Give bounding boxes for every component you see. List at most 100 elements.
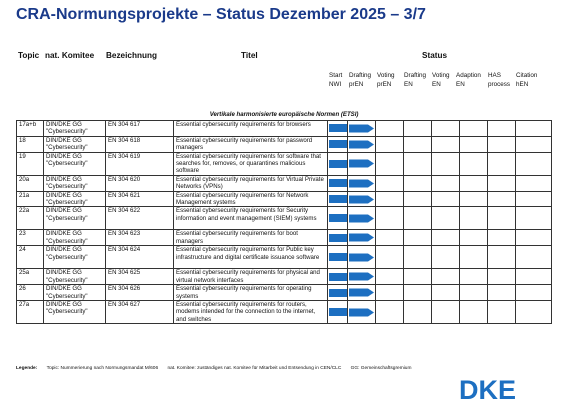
cell-designation: EN 304 617 bbox=[105, 120, 174, 137]
arrow-shape bbox=[349, 214, 374, 223]
cell-designation: EN 304 625 bbox=[105, 268, 174, 286]
status-cell-empty bbox=[514, 284, 553, 301]
cell-topic: 22a bbox=[16, 206, 44, 231]
status-header-1: Drafting prEN bbox=[349, 72, 371, 89]
cell-title: Essential cybersecurity requirements for… bbox=[173, 245, 328, 270]
progress-arrow bbox=[347, 245, 376, 270]
status-cell-empty bbox=[403, 299, 432, 325]
progress-bar-fill bbox=[328, 140, 347, 149]
progress-arrow bbox=[347, 151, 376, 176]
status-cell-empty bbox=[403, 245, 432, 270]
arrow-icon bbox=[349, 288, 374, 297]
cell-committee: DIN/DKE GG "Cybersecurity" bbox=[43, 229, 106, 247]
status-cell-empty bbox=[403, 229, 432, 247]
status-header-line: Citation bbox=[516, 72, 538, 79]
status-header-line: Adaption bbox=[456, 72, 481, 79]
table-row: 26 DIN/DKE GG "Cybersecurity" EN 304 626 Es… bbox=[16, 284, 553, 301]
progress-arrow bbox=[347, 174, 376, 192]
arrow-shape bbox=[349, 124, 374, 133]
status-header-7: Citation hEN bbox=[516, 72, 537, 89]
progress-bar bbox=[327, 245, 348, 270]
cell-committee: DIN/DKE GG "Cybersecurity" bbox=[43, 268, 106, 286]
status-header-line: NWI bbox=[329, 80, 342, 88]
cell-topic: 27a bbox=[16, 299, 44, 325]
status-cell-empty bbox=[487, 190, 516, 208]
progress-arrow bbox=[347, 268, 376, 286]
status-cell-empty bbox=[403, 135, 432, 153]
progress-bar-fill bbox=[328, 288, 347, 297]
progress-bar-fill bbox=[328, 179, 347, 188]
status-cell-empty bbox=[375, 245, 404, 270]
progress-bar-fill bbox=[328, 195, 347, 204]
page-title: CRA-Normungsprojekte – Status Dezember 2… bbox=[16, 6, 426, 23]
status-cell-empty bbox=[487, 299, 516, 325]
progress-bar bbox=[327, 229, 348, 247]
cell-topic: 18 bbox=[16, 135, 44, 153]
cell-committee: DIN/DKE GG "Cybersecurity" bbox=[43, 299, 106, 325]
status-cell-empty bbox=[487, 206, 516, 231]
cell-designation: EN 304 627 bbox=[105, 299, 174, 325]
status-cell-empty bbox=[431, 120, 460, 137]
table-row: 23 DIN/DKE GG "Cybersecurity" EN 304 623 Es… bbox=[16, 229, 553, 247]
cell-title: Essential cybersecurity requirements for… bbox=[173, 284, 328, 301]
cell-title: Essential cybersecurity requirements for… bbox=[173, 268, 328, 286]
cell-committee: DIN/DKE GG "Cybersecurity" bbox=[43, 151, 106, 176]
progress-bar bbox=[327, 299, 348, 325]
status-header-line: Voting bbox=[432, 72, 450, 79]
status-cell-empty bbox=[431, 284, 460, 301]
arrow-icon bbox=[349, 159, 374, 168]
cell-title: Essential cybersecurity requirements for… bbox=[173, 135, 328, 153]
table-row: 20a DIN/DKE GG "Cybersecurity" EN 304 620 E… bbox=[16, 174, 553, 192]
progress-arrow bbox=[347, 229, 376, 247]
standards-table: Vertikale harmonisierte europäische Norm… bbox=[16, 111, 553, 325]
cell-topic: 23 bbox=[16, 229, 44, 247]
arrow-wrap bbox=[349, 307, 375, 318]
status-cell-empty bbox=[459, 174, 488, 192]
cell-designation: EN 304 619 bbox=[105, 151, 174, 176]
cell-topic: 25a bbox=[16, 268, 44, 286]
arrow-icon bbox=[349, 179, 374, 188]
status-cell-empty bbox=[514, 229, 553, 247]
dke-logo: DKE bbox=[459, 376, 516, 402]
section-label: Vertikale harmonisierte europäische Norm… bbox=[16, 111, 552, 121]
progress-bar bbox=[327, 135, 348, 153]
status-cell-empty bbox=[514, 206, 553, 231]
table-row: 24 DIN/DKE GG "Cybersecurity" EN 304 624 Es… bbox=[16, 245, 553, 270]
progress-bar-fill bbox=[328, 233, 347, 242]
progress-bar bbox=[327, 120, 348, 137]
status-header-line: Voting bbox=[377, 72, 395, 79]
progress-bar bbox=[327, 268, 348, 286]
status-cell-empty bbox=[459, 151, 488, 176]
status-cell-empty bbox=[514, 268, 553, 286]
arrow-icon bbox=[349, 195, 374, 204]
progress-bar-fill bbox=[328, 272, 347, 281]
status-cell-empty bbox=[459, 120, 488, 137]
status-cell-empty bbox=[403, 190, 432, 208]
col-header-status: Status bbox=[422, 51, 448, 60]
cell-title: Essential cybersecurity requirements for… bbox=[173, 120, 328, 137]
cell-committee: DIN/DKE GG "Cybersecurity" bbox=[43, 190, 106, 208]
col-header-designation: Bezeichnung bbox=[106, 51, 157, 60]
status-cell-empty bbox=[459, 245, 488, 270]
table-row: 27a DIN/DKE GG "Cybersecurity" EN 304 627 E… bbox=[16, 299, 553, 325]
status-cell-empty bbox=[431, 268, 460, 286]
arrow-shape bbox=[349, 195, 374, 204]
status-cell-empty bbox=[459, 135, 488, 153]
cell-title: Essential cybersecurity requirements for… bbox=[173, 299, 328, 325]
status-cell-empty bbox=[514, 299, 553, 325]
cell-committee: DIN/DKE GG "Cybersecurity" bbox=[43, 284, 106, 301]
status-cell-empty bbox=[431, 174, 460, 192]
status-cell-empty bbox=[431, 135, 460, 153]
arrow-shape bbox=[349, 308, 374, 317]
arrow-icon bbox=[349, 214, 374, 223]
status-cell-empty bbox=[459, 190, 488, 208]
col-header-topic: Topic bbox=[18, 51, 40, 60]
status-header-line: hEN bbox=[516, 80, 529, 88]
status-header-5: Adaption EN bbox=[456, 72, 481, 89]
cell-topic: 19 bbox=[16, 151, 44, 176]
progress-bar bbox=[327, 190, 348, 208]
status-cell-empty bbox=[514, 190, 553, 208]
status-cell-empty bbox=[375, 268, 404, 286]
status-header-line: EN bbox=[456, 80, 465, 88]
status-header-0: Start NWI bbox=[329, 72, 342, 89]
